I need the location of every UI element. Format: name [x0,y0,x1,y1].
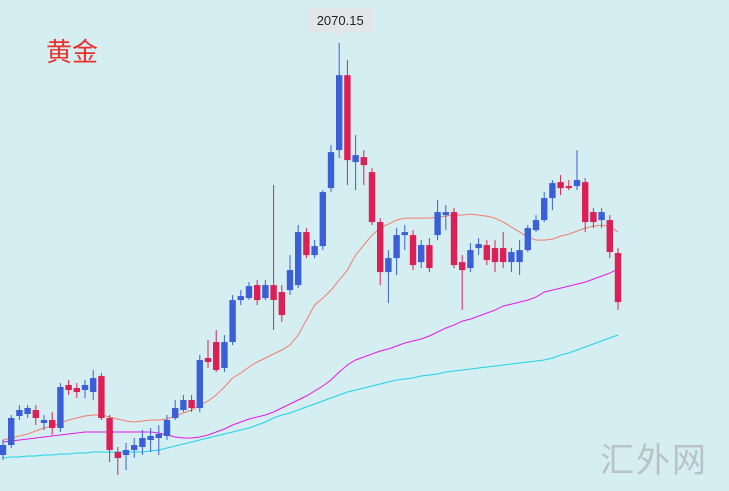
candle-body [172,408,179,419]
candle-body [311,246,318,256]
candle-body [598,212,605,221]
tooltip-box [307,8,374,32]
candle-body [122,450,130,456]
candle-body [213,342,220,371]
candle-body [139,438,146,448]
candle-body [319,192,326,247]
candle-body [467,250,474,269]
candle-body [450,212,458,266]
candle-body [163,420,171,437]
moving-average-line [2,268,619,443]
candle-body [73,388,80,393]
candle-body [401,232,408,236]
candle-body [459,262,466,271]
candle-body [385,258,392,273]
candle-body [377,222,384,273]
candle-body [98,376,105,419]
candle-body [426,245,433,269]
chart-title: 黄金 [46,38,98,68]
candle-body [155,434,162,439]
candle-body [532,220,540,231]
candle-body [0,445,7,456]
candle-body [57,387,64,429]
candle-body [541,198,548,221]
watermark: 汇外网 [600,441,708,481]
candle-body [24,408,31,415]
candle-body [180,400,187,411]
candle-body [32,410,39,419]
candle-body [336,75,343,151]
candle-body [278,292,285,316]
candle-body [606,220,613,253]
candle-body [65,385,72,391]
candle-body [40,420,48,424]
candle-body [434,212,441,236]
candle-body [442,212,449,216]
tooltip-pointer [335,32,344,37]
candle-body [327,152,335,189]
moving-average-line [2,213,619,441]
candle-body [500,248,507,263]
candle-body [614,253,622,303]
candle-body [582,182,589,223]
candle-body [475,244,482,249]
candle-body [491,248,499,263]
candle-body [565,186,572,189]
candle-body [229,300,236,343]
candle-body [483,245,490,261]
candle-body [188,400,195,409]
candle-body [131,445,138,451]
candle-body [237,296,244,301]
candle-body [147,436,154,441]
candle-body [262,285,269,299]
candle-body [295,232,302,286]
candle-body [393,235,400,259]
candle-body [90,378,97,393]
moving-average-line [2,334,619,459]
candle-body [573,180,581,187]
candle-body [270,285,277,301]
candle-body [196,360,203,409]
candle-body [49,420,56,429]
candle-body [549,183,556,199]
candle-body [418,245,425,263]
candle-body [409,235,417,266]
candle-body [221,342,228,369]
candle-body [508,252,515,263]
candle-body [204,358,212,363]
candle-body [360,157,367,166]
candle-body [286,270,294,291]
candle-body [516,250,523,263]
candle-body [344,75,351,161]
candle-body [254,285,261,301]
candle-body [368,172,376,223]
candle-body [524,228,531,251]
candle-body [81,385,89,391]
candle-body [557,182,564,189]
candle-body [8,418,15,446]
high-label: 2070.15 [317,13,364,28]
candle-body [245,286,253,299]
candle-body [16,410,23,417]
candle-body [303,232,310,256]
candle-body [114,452,121,459]
candle-body [590,212,597,223]
candle-body [106,418,113,451]
candle-body [352,155,359,163]
